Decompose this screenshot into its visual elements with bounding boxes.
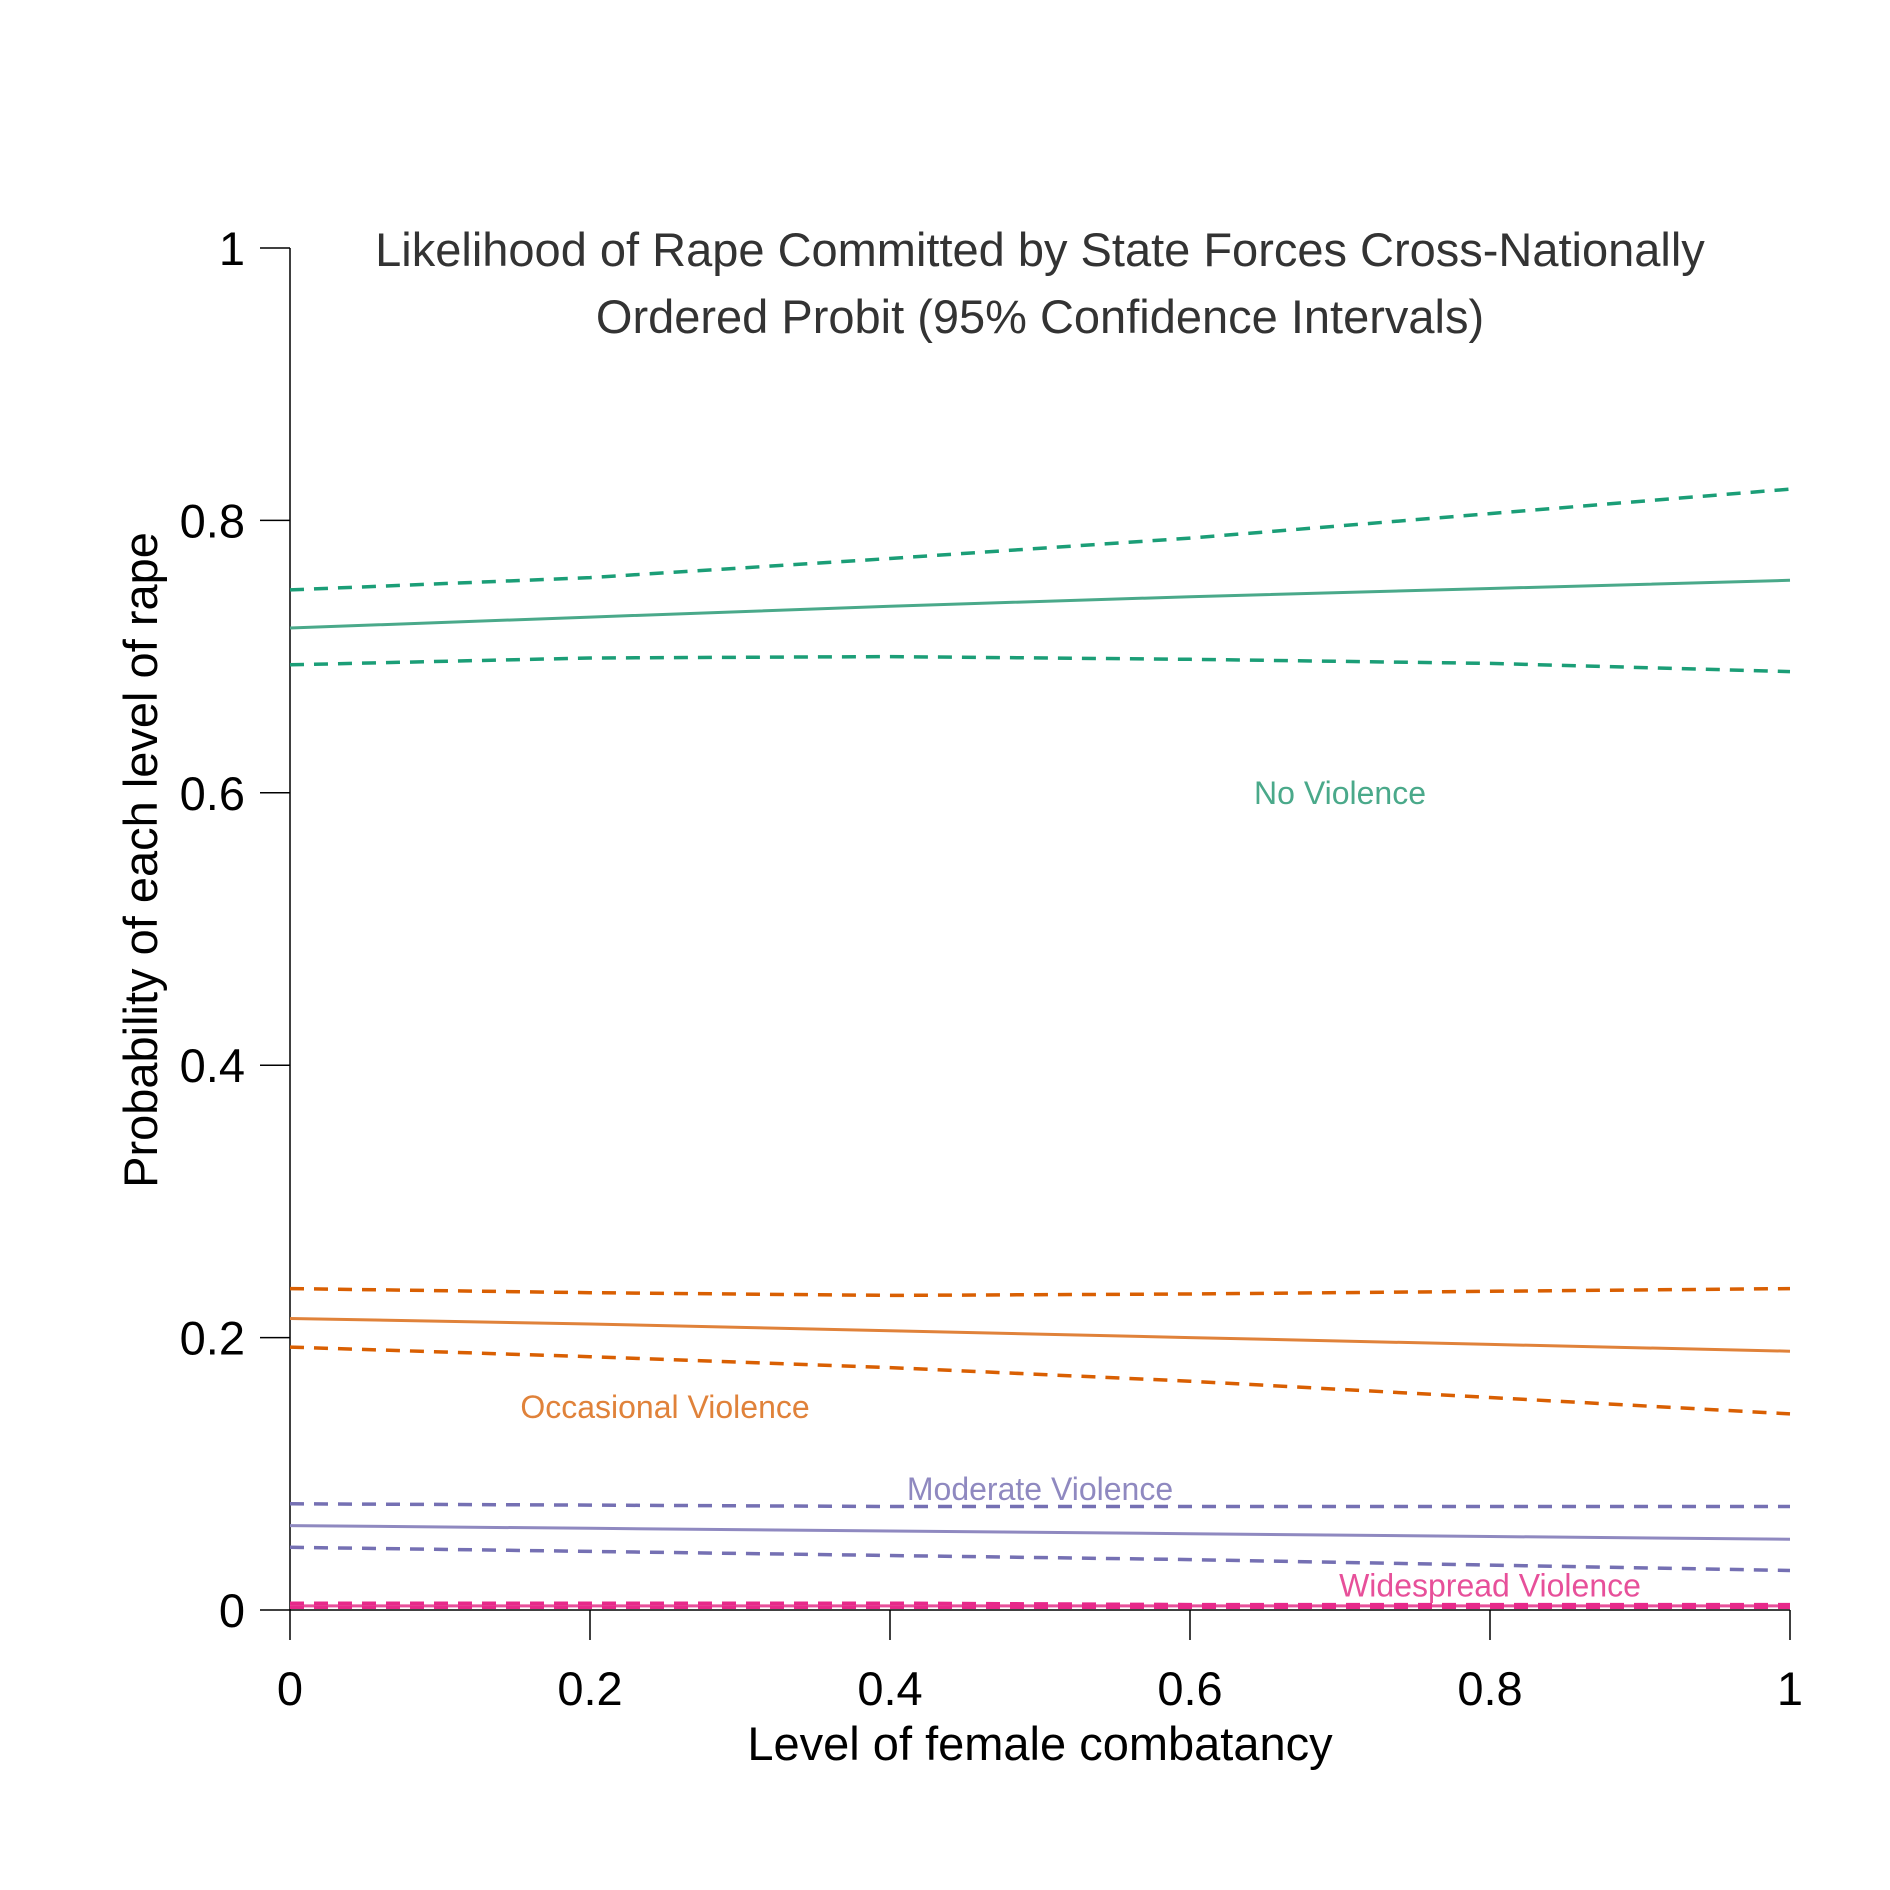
series-line-occasional-violence-upper-ci [289,1286,1791,1298]
x-tick-label: 1 [1777,1662,1803,1715]
y-tick-label: 0.8 [180,494,245,547]
y-tick-label: 1 [219,222,245,275]
chart-title-line-2: Ordered Probit (95% Confidence Intervals… [596,290,1484,343]
chart-title: Likelihood of Rape Committed by State Fo… [375,223,1705,343]
series-line-occasional-violence [289,1317,1791,1353]
label-widespread-violence: Widespread Violence [1339,1567,1641,1603]
series-lines [289,487,1791,1610]
label-moderate-violence: Moderate Violence [907,1471,1173,1507]
axes [289,248,1790,1611]
series-line-no-violence-lower-ci [289,654,1791,674]
label-occasional-violence: Occasional Violence [520,1389,809,1425]
y-tick-label: 0.4 [180,1039,245,1092]
x-axis-title: Level of female combatancy [747,1717,1333,1770]
series-line-no-violence-upper-ci [289,487,1791,592]
x-ticks: 0 0.2 0.4 0.6 0.8 1 [277,1610,1803,1715]
chart-title-line-1: Likelihood of Rape Committed by State Fo… [375,223,1705,276]
series-labels: No Violence Occasional Violence Moderate V… [520,775,1641,1604]
x-tick-label: 0.6 [1157,1662,1222,1715]
x-tick-label: 0.8 [1457,1662,1522,1715]
y-tick-label: 0 [219,1584,245,1637]
y-tick-label: 0.6 [180,767,245,820]
series-line-no-violence [289,578,1791,630]
label-no-violence: No Violence [1254,775,1426,811]
series-line-occasional-violence-lower-ci [289,1345,1791,1416]
x-tick-label: 0 [277,1662,303,1715]
series-line-moderate-violence-upper-ci [289,1502,1790,1509]
y-ticks: 0 0.2 0.4 0.6 0.8 1 [180,222,290,1637]
series-line-moderate-violence-lower-ci [289,1545,1791,1573]
y-axis-title: Probability of each level of rape [114,532,167,1188]
series-line-moderate-violence [289,1524,1791,1541]
series-line-widespread-violence-upper-ci [290,1601,1790,1607]
y-tick-label: 0.2 [180,1312,245,1365]
x-tick-label: 0.4 [857,1662,922,1715]
x-tick-label: 0.2 [557,1662,622,1715]
